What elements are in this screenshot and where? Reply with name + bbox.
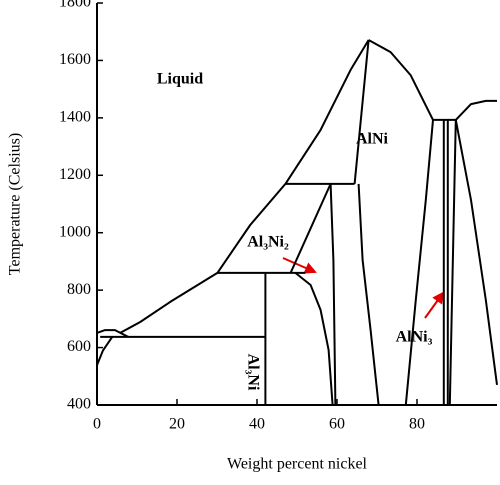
phase-boundary (329, 183, 337, 406)
y-tick-label: 1200 (59, 166, 91, 183)
phase-label: AlNi (356, 131, 389, 148)
arrow (424, 291, 445, 319)
y-tick-label: 1000 (59, 223, 91, 240)
phase-boundary (357, 183, 380, 406)
x-tick-label: 20 (169, 416, 185, 433)
phase-boundary (368, 39, 434, 121)
phase-label: Al₃Ni₂ (247, 234, 289, 251)
x-tick-label: 40 (249, 416, 265, 433)
y-tick-label: 1600 (59, 51, 91, 68)
phase-boundary (96, 329, 129, 338)
phase-boundary (119, 39, 370, 334)
arrow (282, 257, 317, 274)
x-tick-label: 60 (329, 416, 345, 433)
y-tick-label: 400 (67, 396, 91, 413)
y-tick-label: 1400 (59, 109, 91, 126)
x-tick-label: 80 (409, 416, 425, 433)
phase-label: Al₃Ni (244, 354, 261, 391)
y-tick-label: 600 (67, 338, 91, 355)
phase-boundary (404, 119, 434, 406)
phase-boundary (353, 39, 370, 184)
phase-label: Liquid (157, 71, 203, 88)
x-axis-label: Weight percent nickel (227, 456, 368, 473)
y-axis-label: Temperature (Celsius) (7, 133, 24, 275)
phase-boundary (455, 99, 497, 121)
phase-boundary (294, 272, 334, 406)
y-tick-label: 800 (67, 281, 91, 298)
phase-boundary (289, 183, 332, 274)
y-tick-label: 1800 (59, 0, 91, 11)
phase-boundary (96, 336, 114, 366)
phase-label: AlNi₃ (396, 329, 433, 346)
phase-boundary (448, 119, 457, 406)
phase-boundary (454, 119, 498, 386)
x-tick-label: 0 (93, 416, 101, 433)
